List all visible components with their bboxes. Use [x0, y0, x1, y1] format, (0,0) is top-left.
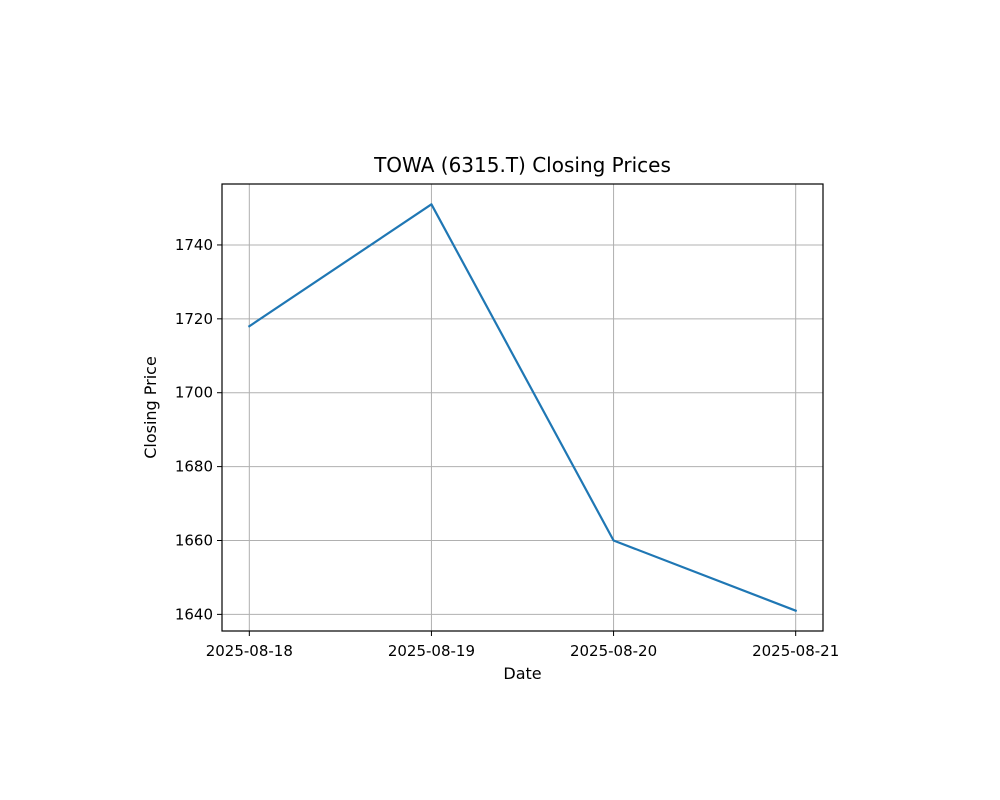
y-tick-label: 1680 [175, 458, 213, 476]
y-tick-label: 1660 [175, 531, 213, 549]
series-layer [247, 203, 798, 613]
x-tick-label: 2025-08-19 [388, 642, 475, 660]
y-tick-label: 1720 [175, 310, 213, 328]
y-tick-label: 1640 [175, 605, 213, 623]
grid [222, 184, 823, 631]
chart-title: TOWA (6315.T) Closing Prices [373, 153, 671, 177]
x-axis-label: Date [503, 664, 541, 683]
plot-frame [221, 183, 824, 632]
x-tick-label: 2025-08-20 [570, 642, 657, 660]
y-tick-label: 1740 [175, 236, 213, 254]
y-tick-label: 1700 [175, 384, 213, 402]
x-tick-label: 2025-08-18 [206, 642, 293, 660]
x-tick-label: 2025-08-21 [752, 642, 839, 660]
y-axis-label: Closing Price [141, 356, 160, 459]
ticks: 2025-08-18 2025-08-19 2025-08-20 2025-08-21… [175, 236, 839, 660]
series-line [247, 203, 798, 613]
